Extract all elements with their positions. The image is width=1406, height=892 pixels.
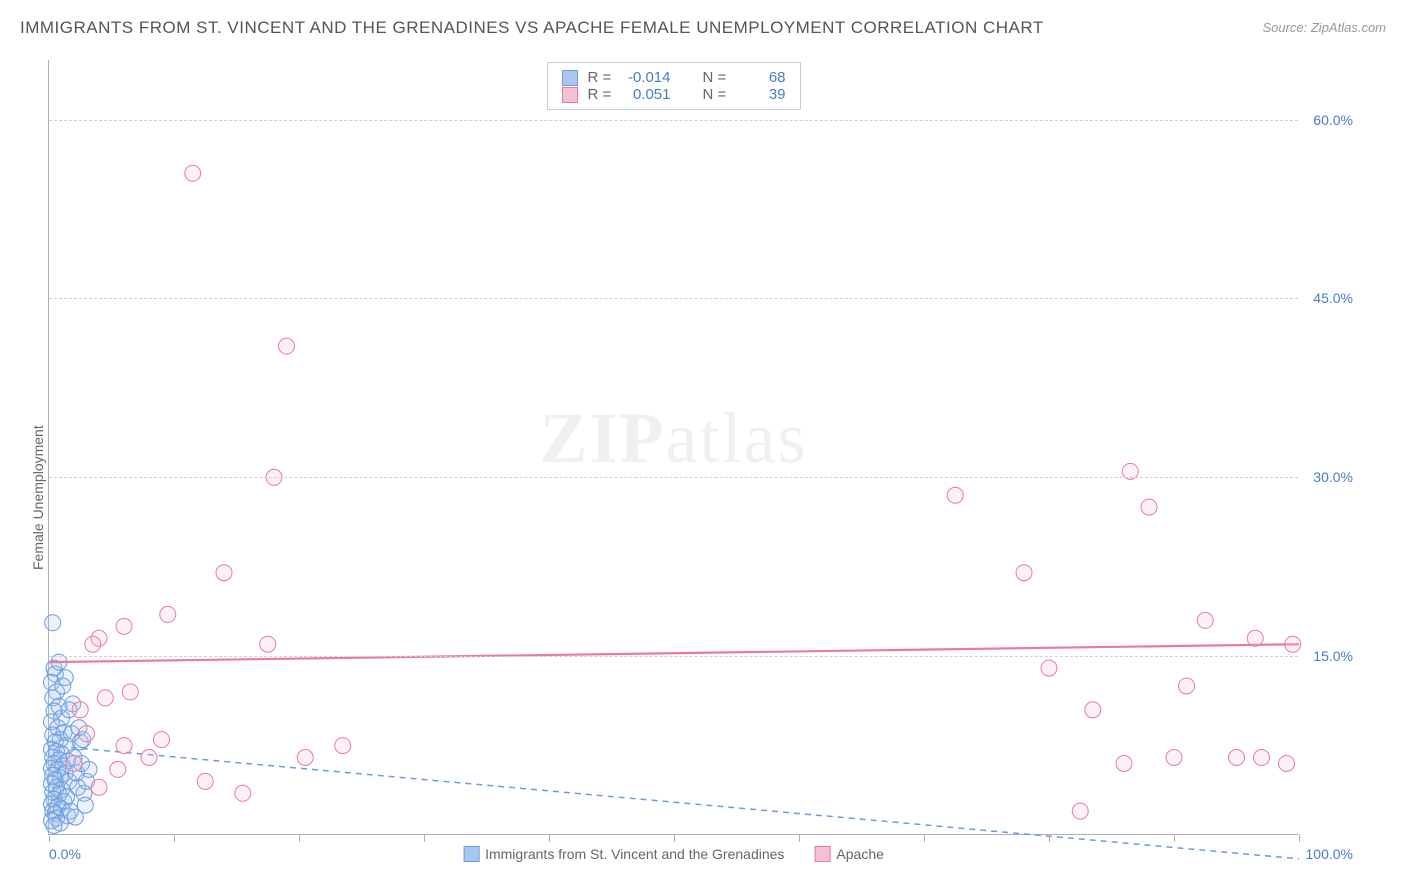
data-point	[55, 678, 71, 694]
legend-swatch	[562, 87, 578, 103]
y-tick-label: 30.0%	[1313, 469, 1353, 485]
x-tick	[924, 834, 925, 842]
data-point	[77, 797, 93, 813]
legend-entry: Apache	[814, 846, 883, 862]
grid-line	[49, 298, 1298, 299]
legend-swatch	[814, 846, 830, 862]
legend-r-value: -0.014	[623, 69, 671, 86]
data-point	[1197, 612, 1213, 628]
chart-title: IMMIGRANTS FROM ST. VINCENT AND THE GREN…	[20, 18, 1044, 38]
data-point	[46, 817, 62, 833]
x-tick-label: 0.0%	[49, 846, 81, 862]
data-point	[122, 684, 138, 700]
data-point	[279, 338, 295, 354]
data-point	[1116, 755, 1132, 771]
legend-r-label: R =	[588, 69, 613, 86]
data-point	[1166, 750, 1182, 766]
x-tick	[799, 834, 800, 842]
y-tick-label: 60.0%	[1313, 112, 1353, 128]
legend-n-value: 39	[738, 86, 786, 103]
data-point	[91, 779, 107, 795]
legend-n-label: N =	[703, 69, 728, 86]
data-point	[85, 636, 101, 652]
y-tick-label: 45.0%	[1313, 290, 1353, 306]
y-tick-label: 15.0%	[1313, 648, 1353, 664]
legend-n-value: 68	[738, 69, 786, 86]
trend-line	[49, 644, 1299, 662]
data-point	[1247, 630, 1263, 646]
x-tick	[1174, 834, 1175, 842]
legend-row: R = 0.051 N = 39	[562, 86, 786, 103]
data-point	[1016, 565, 1032, 581]
data-point	[216, 565, 232, 581]
data-point	[72, 702, 88, 718]
legend-n-label: N =	[703, 86, 728, 103]
data-point	[79, 726, 95, 742]
legend-row: R = -0.014 N = 68	[562, 69, 786, 86]
legend-swatch	[463, 846, 479, 862]
legend-label: Apache	[836, 846, 883, 862]
data-point	[1229, 750, 1245, 766]
x-tick	[174, 834, 175, 842]
data-point	[260, 636, 276, 652]
x-tick	[1049, 834, 1050, 842]
data-point	[154, 732, 170, 748]
x-tick	[299, 834, 300, 842]
y-axis-label: Female Unemployment	[30, 425, 46, 570]
data-point	[1041, 660, 1057, 676]
data-point	[116, 618, 132, 634]
grid-line	[49, 120, 1298, 121]
data-point	[97, 690, 113, 706]
legend-r-value: 0.051	[623, 86, 671, 103]
correlation-legend: R = -0.014 N = 68 R = 0.051 N = 39	[547, 62, 801, 110]
chart-area: Female Unemployment ZIPatlas R =-0.014N …	[48, 60, 1348, 835]
data-point	[81, 761, 97, 777]
plot-frame: ZIPatlas R =-0.014N =68R = 0.051N =39 Im…	[48, 60, 1298, 835]
data-point	[110, 761, 126, 777]
series-legend: Immigrants from St. Vincent and the Gren…	[463, 846, 884, 862]
data-point	[116, 738, 132, 754]
x-tick-label: 100.0%	[1306, 846, 1353, 862]
data-point	[235, 785, 251, 801]
x-tick	[424, 834, 425, 842]
data-point	[297, 750, 313, 766]
data-point	[1085, 702, 1101, 718]
x-tick	[49, 834, 50, 842]
data-point	[947, 487, 963, 503]
legend-label: Immigrants from St. Vincent and the Gren…	[485, 846, 784, 862]
data-point	[45, 615, 61, 631]
data-point	[160, 606, 176, 622]
x-tick	[1299, 834, 1300, 842]
data-point	[197, 773, 213, 789]
data-point	[185, 165, 201, 181]
data-point	[1285, 636, 1301, 652]
source-attribution: Source: ZipAtlas.com	[1262, 20, 1386, 35]
data-point	[66, 755, 82, 771]
scatter-plot-svg	[49, 60, 1298, 834]
data-point	[1179, 678, 1195, 694]
data-point	[1072, 803, 1088, 819]
data-point	[1279, 755, 1295, 771]
grid-line	[49, 656, 1298, 657]
x-tick	[549, 834, 550, 842]
data-point	[1141, 499, 1157, 515]
legend-r-label: R =	[588, 86, 613, 103]
data-point	[1254, 750, 1270, 766]
legend-entry: Immigrants from St. Vincent and the Gren…	[463, 846, 784, 862]
data-point	[141, 750, 157, 766]
legend-swatch	[562, 70, 578, 86]
grid-line	[49, 477, 1298, 478]
x-tick	[674, 834, 675, 842]
data-point	[335, 738, 351, 754]
